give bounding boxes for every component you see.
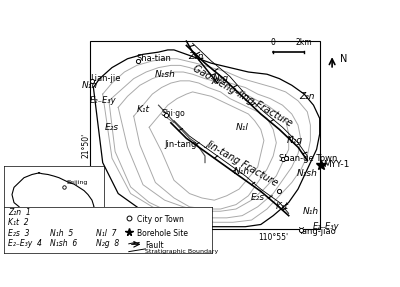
Text: Beijing: Beijing xyxy=(66,180,87,185)
Text: Shi·go: Shi·go xyxy=(162,110,185,119)
Text: K₁t  2: K₁t 2 xyxy=(8,218,29,227)
Text: N₁sh: N₁sh xyxy=(154,70,175,79)
Text: 110°43': 110°43' xyxy=(128,233,158,242)
Text: Sha-tian: Sha-tian xyxy=(137,54,172,63)
Text: N₁h: N₁h xyxy=(234,167,250,176)
Bar xyxy=(90,41,320,229)
Text: Stratigraphic Boundary: Stratigraphic Boundary xyxy=(146,249,219,254)
Text: N₁h  5: N₁h 5 xyxy=(50,229,73,238)
Text: Z₂n: Z₂n xyxy=(188,52,204,61)
Text: Maoming: Maoming xyxy=(13,219,39,224)
Text: Basin: Basin xyxy=(18,228,34,233)
Text: Shan-ge Town: Shan-ge Town xyxy=(279,154,338,163)
Text: N₂g  8: N₂g 8 xyxy=(96,239,119,249)
Text: 110°55': 110°55' xyxy=(258,233,288,242)
Text: 21°41': 21°41' xyxy=(81,201,90,226)
Text: N₁l  7: N₁l 7 xyxy=(96,229,116,238)
Text: 2km: 2km xyxy=(296,38,312,46)
Text: Borehole Site: Borehole Site xyxy=(137,229,188,238)
Text: E₂₋E₃y: E₂₋E₃y xyxy=(89,96,116,105)
Text: N₁l: N₁l xyxy=(236,123,249,132)
Text: Z₂n  1: Z₂n 1 xyxy=(8,208,31,217)
Text: Yang-jiao: Yang-jiao xyxy=(298,227,336,236)
Text: Z₂n: Z₂n xyxy=(300,92,315,101)
Text: E₂s  3: E₂s 3 xyxy=(8,229,30,238)
Text: Jin-tang: Jin-tang xyxy=(165,140,197,150)
Text: Gao-peng-ling Fracture: Gao-peng-ling Fracture xyxy=(191,64,294,129)
Text: K₁t: K₁t xyxy=(136,105,150,114)
Text: MYY-1: MYY-1 xyxy=(323,160,349,169)
Text: E₂s: E₂s xyxy=(105,123,119,132)
Text: E₂₋E₃y  4: E₂₋E₃y 4 xyxy=(8,239,42,249)
Text: Jin-tang Fracture: Jin-tang Fracture xyxy=(204,138,280,187)
Text: N₁h: N₁h xyxy=(302,207,318,216)
Text: N: N xyxy=(340,54,347,64)
Text: E₂₋E₃y: E₂₋E₃y xyxy=(312,222,339,231)
Text: K₁t: K₁t xyxy=(276,202,289,211)
Text: City or Town: City or Town xyxy=(137,215,184,224)
Text: N₂g: N₂g xyxy=(212,74,228,83)
Text: 21°50': 21°50' xyxy=(81,132,90,158)
Text: N₂g: N₂g xyxy=(287,136,303,145)
Text: Fault: Fault xyxy=(146,241,164,250)
Text: N₁sh: N₁sh xyxy=(297,169,318,178)
Text: Lian-jie: Lian-jie xyxy=(90,74,121,83)
Text: N₁h: N₁h xyxy=(82,81,98,90)
Text: N₁sh  6: N₁sh 6 xyxy=(50,239,77,249)
Text: E₂s: E₂s xyxy=(251,193,265,202)
Text: 0: 0 xyxy=(271,38,276,46)
